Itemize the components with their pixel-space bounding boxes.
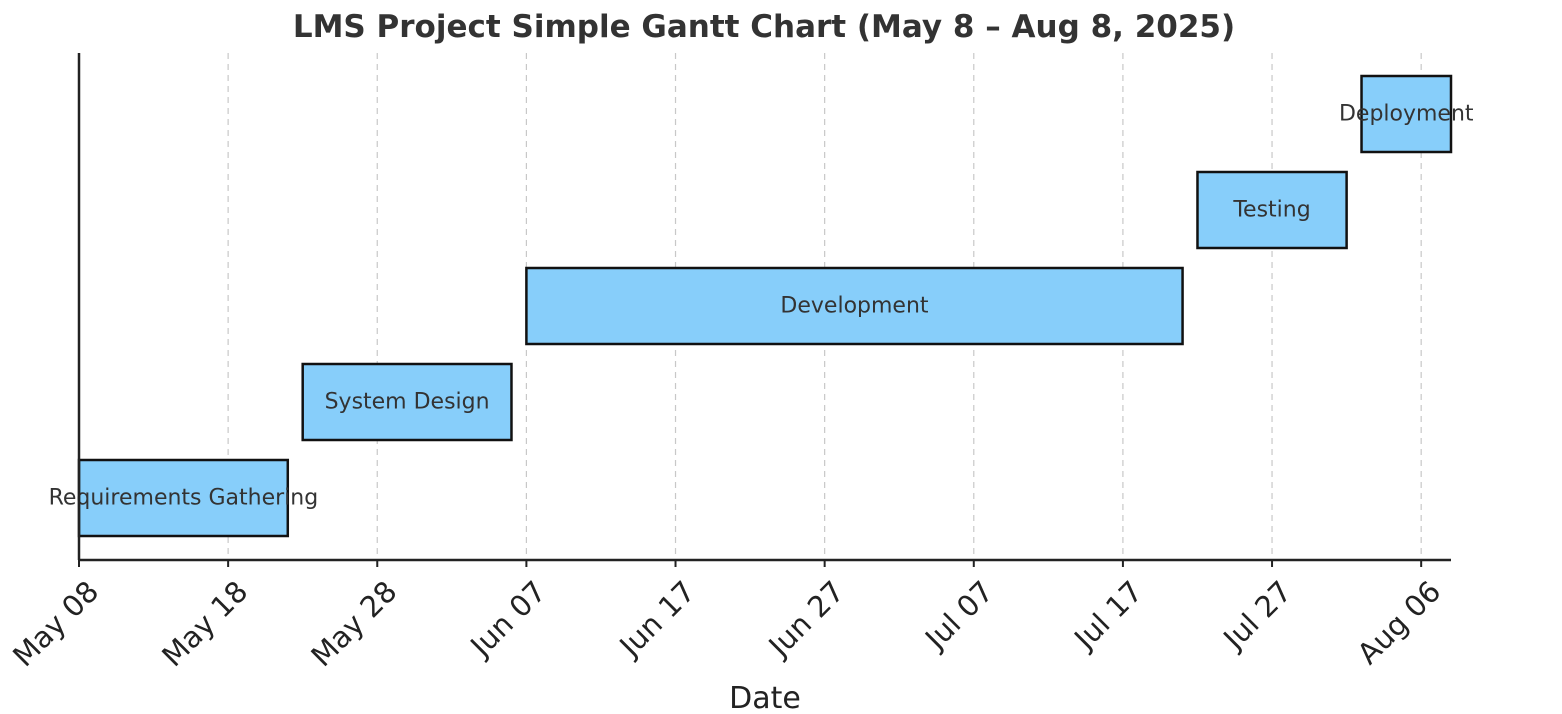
x-tick-label: May 08 [6,574,105,673]
task-label: System Design [325,390,490,415]
task-bar [301,362,513,442]
x-ticks: May 08 May 18 May 28 Jun 07 Jun 17 Jun 27 Jul … [6,560,1447,673]
task-label: Deployment [1339,102,1474,127]
task-bar [525,266,1184,346]
task-bar [1360,74,1453,154]
x-axis-label: Date [729,681,801,714]
task-label: Development [780,294,928,319]
task-bar [77,458,290,538]
chart-title: LMS Project Simple Gantt Chart (May 8 – … [293,9,1235,45]
x-tick-label: Jul 27 [1215,574,1298,657]
axes [77,53,1451,562]
x-tick-label: Jun 27 [761,574,851,664]
x-tick-label: Jul 07 [917,574,1000,657]
x-tick-label: May 18 [155,574,254,673]
task-bar [1196,170,1348,250]
x-tick-label: Jun 07 [462,574,552,664]
x-tick-label: Aug 06 [1351,574,1448,671]
task-label: Testing [1232,198,1310,223]
x-tick-label: May 28 [304,574,403,673]
task-label: Requirements Gathering [49,486,319,511]
task-bars: Requirements Gathering System Design Devel… [49,74,1474,538]
x-tick-label: Jul 17 [1066,574,1149,657]
x-tick-label: Jun 17 [612,574,702,664]
